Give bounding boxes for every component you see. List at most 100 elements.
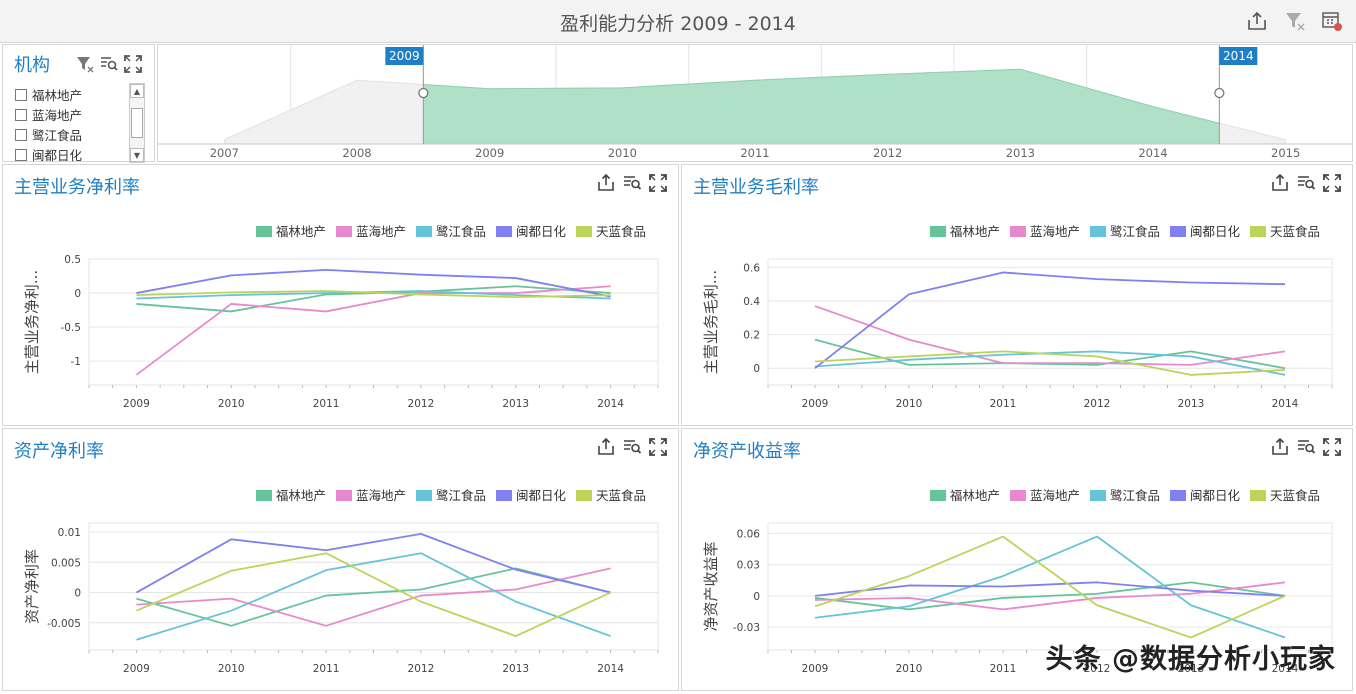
org-filter-panel: 机构 福林地产 蓝海地产 鹭江食品 闽都日化 ▲ ▼ [2, 44, 155, 165]
legend-item[interactable]: 福林地产 [929, 485, 1000, 504]
legend-item[interactable]: 福林地产 [255, 485, 326, 504]
chart-title: 主营业务净利率 [14, 177, 140, 198]
legend-item[interactable]: 闽都日化 [495, 485, 566, 504]
plot-area [88, 258, 659, 386]
scroll-down-icon[interactable]: ▼ [130, 148, 144, 162]
clear-filter-icon[interactable] [75, 54, 95, 74]
legend-item[interactable]: 闽都日化 [1169, 485, 1240, 504]
series-line[interactable] [136, 285, 611, 313]
year-range-selector[interactable]: 2007 2008 2009 2010 2011 2012 2013 2014 2015 2009… [157, 44, 1353, 162]
series-line[interactable] [136, 552, 611, 641]
filter-item[interactable]: 福林地产 [15, 85, 82, 105]
export-icon[interactable] [596, 173, 616, 193]
series-line[interactable] [136, 567, 611, 627]
export-icon[interactable] [1270, 173, 1290, 193]
fullscreen-icon[interactable] [648, 437, 668, 457]
export-icon[interactable] [596, 437, 616, 457]
legend-item[interactable]: 闽都日化 [495, 221, 566, 240]
fullscreen-icon[interactable] [1322, 437, 1342, 457]
legend-swatch [335, 226, 352, 237]
legend-item[interactable]: 天蓝食品 [1249, 485, 1320, 504]
scroll-thumb[interactable] [131, 108, 143, 138]
legend-item[interactable]: 鹭江食品 [1089, 221, 1160, 240]
series-line[interactable] [136, 290, 611, 300]
series-line[interactable] [814, 338, 1286, 370]
legend-swatch [1249, 490, 1266, 501]
fullscreen-icon[interactable] [123, 54, 143, 74]
legend-label: 闽都日化 [1189, 224, 1240, 239]
filter-icon[interactable] [622, 437, 642, 457]
checkbox[interactable] [15, 129, 27, 141]
legend-item[interactable]: 蓝海地产 [1009, 221, 1080, 240]
legend-item[interactable]: 鹭江食品 [1089, 485, 1160, 504]
series-line[interactable] [814, 581, 1286, 597]
checkbox[interactable] [15, 149, 27, 161]
series-line[interactable] [135, 532, 611, 594]
series-line[interactable] [136, 290, 611, 299]
range-end-handle[interactable] [1214, 87, 1225, 99]
dashboard-title: 盈利能力分析 2009 - 2014 [560, 13, 796, 35]
clear-filter-icon[interactable] [1284, 10, 1306, 32]
series-line[interactable] [814, 271, 1286, 369]
filter-icon[interactable] [1296, 173, 1316, 193]
scroll-up-icon[interactable]: ▲ [130, 84, 144, 98]
x-tick-label: 2010 [218, 398, 245, 410]
fullscreen-icon[interactable] [648, 173, 668, 193]
legend-label: 天蓝食品 [1269, 224, 1320, 239]
x-tick-label: 2010 [896, 663, 923, 675]
series-line[interactable] [814, 350, 1286, 376]
series-line[interactable] [814, 581, 1286, 611]
legend-item[interactable]: 天蓝食品 [575, 221, 646, 240]
filter-item[interactable]: 蓝海地产 [15, 105, 82, 125]
legend-item[interactable]: 天蓝食品 [575, 485, 646, 504]
range-start-handle[interactable] [418, 87, 429, 99]
y-tick-label: 0 [74, 588, 81, 600]
series-line[interactable] [814, 535, 1286, 639]
x-tick-label: 2011 [990, 663, 1017, 675]
filter-item[interactable]: 鹭江食品 [15, 125, 82, 145]
legend-item[interactable]: 鹭江食品 [415, 485, 486, 504]
checkbox[interactable] [15, 89, 27, 101]
series-line[interactable] [814, 535, 1286, 639]
legend-item[interactable]: 鹭江食品 [415, 221, 486, 240]
series-line[interactable] [814, 305, 1286, 366]
series-line[interactable] [814, 581, 1286, 611]
range-tick-label: 2009 [475, 146, 504, 160]
y-tick-label: -1 [71, 356, 81, 368]
search-icon[interactable] [99, 54, 119, 74]
filter-icon[interactable] [1296, 437, 1316, 457]
filter-item[interactable]: 闽都日化 [15, 145, 82, 165]
y-tick-label: 0.06 [737, 528, 761, 540]
x-tick-label: 2009 [802, 663, 829, 675]
series-line[interactable] [814, 350, 1286, 376]
chart-legend: 福林地产 蓝海地产 鹭江食品 闽都日化 天蓝食品 [920, 485, 1320, 504]
legend-item[interactable]: 福林地产 [255, 221, 326, 240]
x-tick-label: 2012 [1084, 398, 1111, 410]
legend-item[interactable]: 蓝海地产 [335, 221, 406, 240]
legend-item[interactable]: 天蓝食品 [1249, 221, 1320, 240]
export-icon[interactable] [1270, 437, 1290, 457]
filter-icon[interactable] [622, 173, 642, 193]
legend-swatch [495, 490, 512, 501]
gross-margin-panel: 主营业务毛利率 福林地产 蓝海地产 鹭江食品 闽都日化 天蓝食品 0 0.2 0.4 0.6 200… [681, 164, 1353, 426]
range-chart[interactable]: 2007 2008 2009 2010 2011 2012 2013 2014 2015 2009… [158, 45, 1352, 161]
y-tick-label: -0.5 [61, 322, 82, 334]
checkbox[interactable] [15, 109, 27, 121]
series-line[interactable] [136, 552, 611, 637]
legend-swatch [1249, 226, 1266, 237]
dashboard-titlebar: 盈利能力分析 2009 - 2014 [0, 0, 1356, 43]
filter-item-label: 福林地产 [32, 88, 83, 103]
calendar-settings-icon[interactable] [1321, 10, 1343, 32]
series-line[interactable] [135, 285, 611, 376]
legend-item[interactable]: 蓝海地产 [1009, 485, 1080, 504]
legend-item[interactable]: 闽都日化 [1169, 221, 1240, 240]
legend-item[interactable]: 蓝海地产 [335, 485, 406, 504]
chart-title: 资产净利率 [14, 441, 104, 462]
y-tick-label: -0.005 [47, 618, 81, 630]
series-line[interactable] [136, 268, 611, 298]
legend-item[interactable]: 福林地产 [929, 221, 1000, 240]
series-line[interactable] [136, 567, 611, 627]
filter-scrollbar[interactable]: ▲ ▼ [129, 83, 145, 163]
export-icon[interactable] [1246, 10, 1268, 32]
fullscreen-icon[interactable] [1322, 173, 1342, 193]
